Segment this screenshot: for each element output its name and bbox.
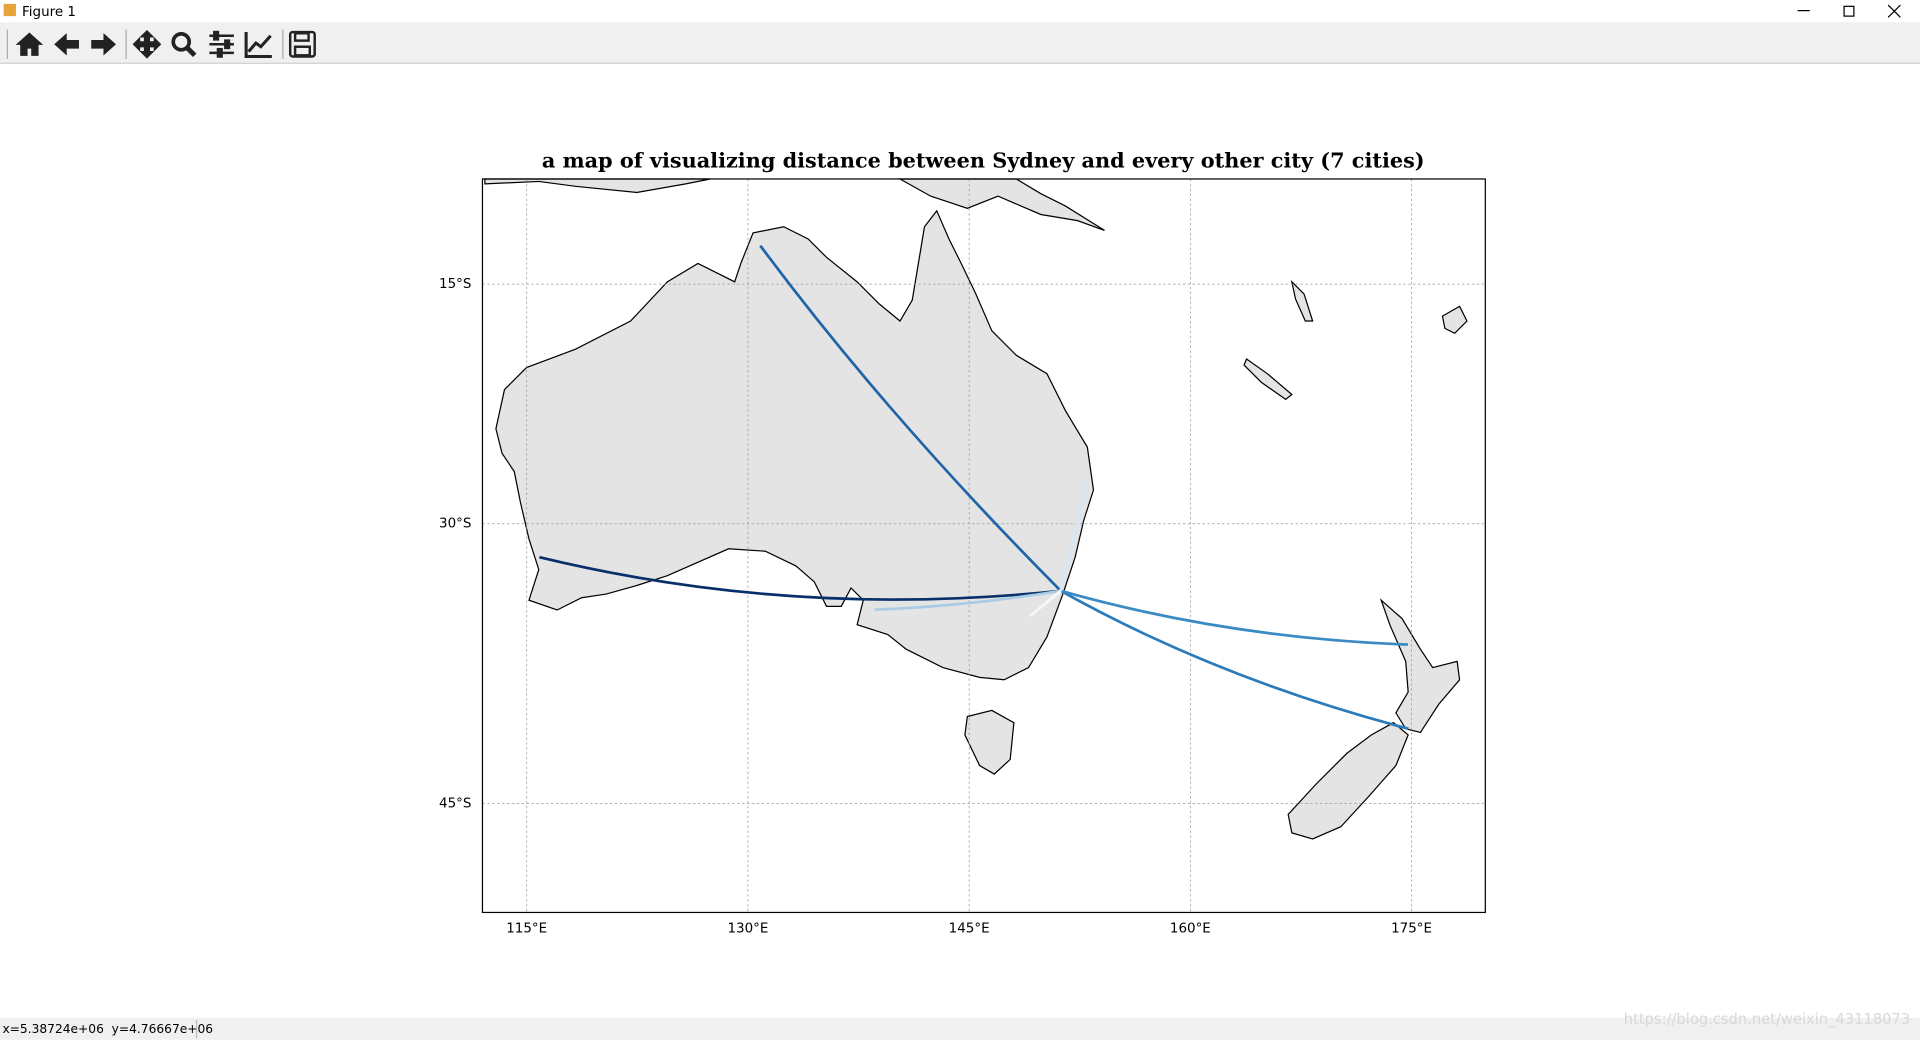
route-line xyxy=(1029,589,1062,618)
route-line xyxy=(1060,589,1409,731)
route-line xyxy=(1059,481,1089,592)
route-line xyxy=(1060,589,1409,646)
nz-south-island xyxy=(1287,721,1409,840)
status-bar xyxy=(0,1017,1920,1040)
axes-frame xyxy=(481,178,1486,914)
y-tick-label: 45°S xyxy=(439,797,471,812)
configure-button[interactable] xyxy=(209,30,234,58)
home-button[interactable] xyxy=(15,32,44,56)
new-guinea xyxy=(897,178,1105,231)
nz-north-island xyxy=(1379,598,1461,734)
save-button[interactable] xyxy=(288,30,316,58)
zoom-button[interactable] xyxy=(171,32,197,58)
x-tick-label: 160°E xyxy=(1170,921,1211,936)
chart-title: a map of visualizing distance between Sy… xyxy=(542,147,1425,172)
window-title: Figure 1 xyxy=(22,5,76,20)
close-button[interactable] xyxy=(1887,4,1901,18)
route-line xyxy=(759,244,1062,592)
status-text: x=5.38724e+06 y=4.76667e+06 xyxy=(2,1022,213,1036)
edit-button[interactable] xyxy=(244,32,272,59)
route-line xyxy=(539,555,1061,601)
x-tick-label: 130°E xyxy=(727,921,768,936)
tasmania xyxy=(964,709,1015,775)
x-tick-label: 145°E xyxy=(949,921,990,936)
back-button[interactable] xyxy=(54,33,79,56)
app-icon xyxy=(3,3,16,17)
x-tick-label: 115°E xyxy=(506,921,547,936)
coastlines xyxy=(484,178,1468,840)
y-tick-label: 15°S xyxy=(439,277,471,292)
title-bar xyxy=(0,0,1920,23)
new-caledonia xyxy=(1243,358,1293,401)
fiji xyxy=(1441,305,1468,335)
map xyxy=(481,178,1486,914)
routes xyxy=(539,244,1409,731)
australia xyxy=(495,209,1095,681)
forward-button[interactable] xyxy=(91,33,117,56)
toolbar-icons xyxy=(15,29,316,59)
route-line xyxy=(874,589,1061,612)
pan-button[interactable] xyxy=(132,29,162,59)
x-tick-label: 175°E xyxy=(1391,921,1432,936)
watermark: https://blog.csdn.net/weixin_43118073 xyxy=(1624,1011,1910,1028)
toolbar xyxy=(0,22,1920,63)
grid xyxy=(482,178,1486,913)
y-tick-label: 30°S xyxy=(439,517,471,532)
vanuatu xyxy=(1290,279,1314,322)
restore-button[interactable] xyxy=(1843,5,1855,17)
